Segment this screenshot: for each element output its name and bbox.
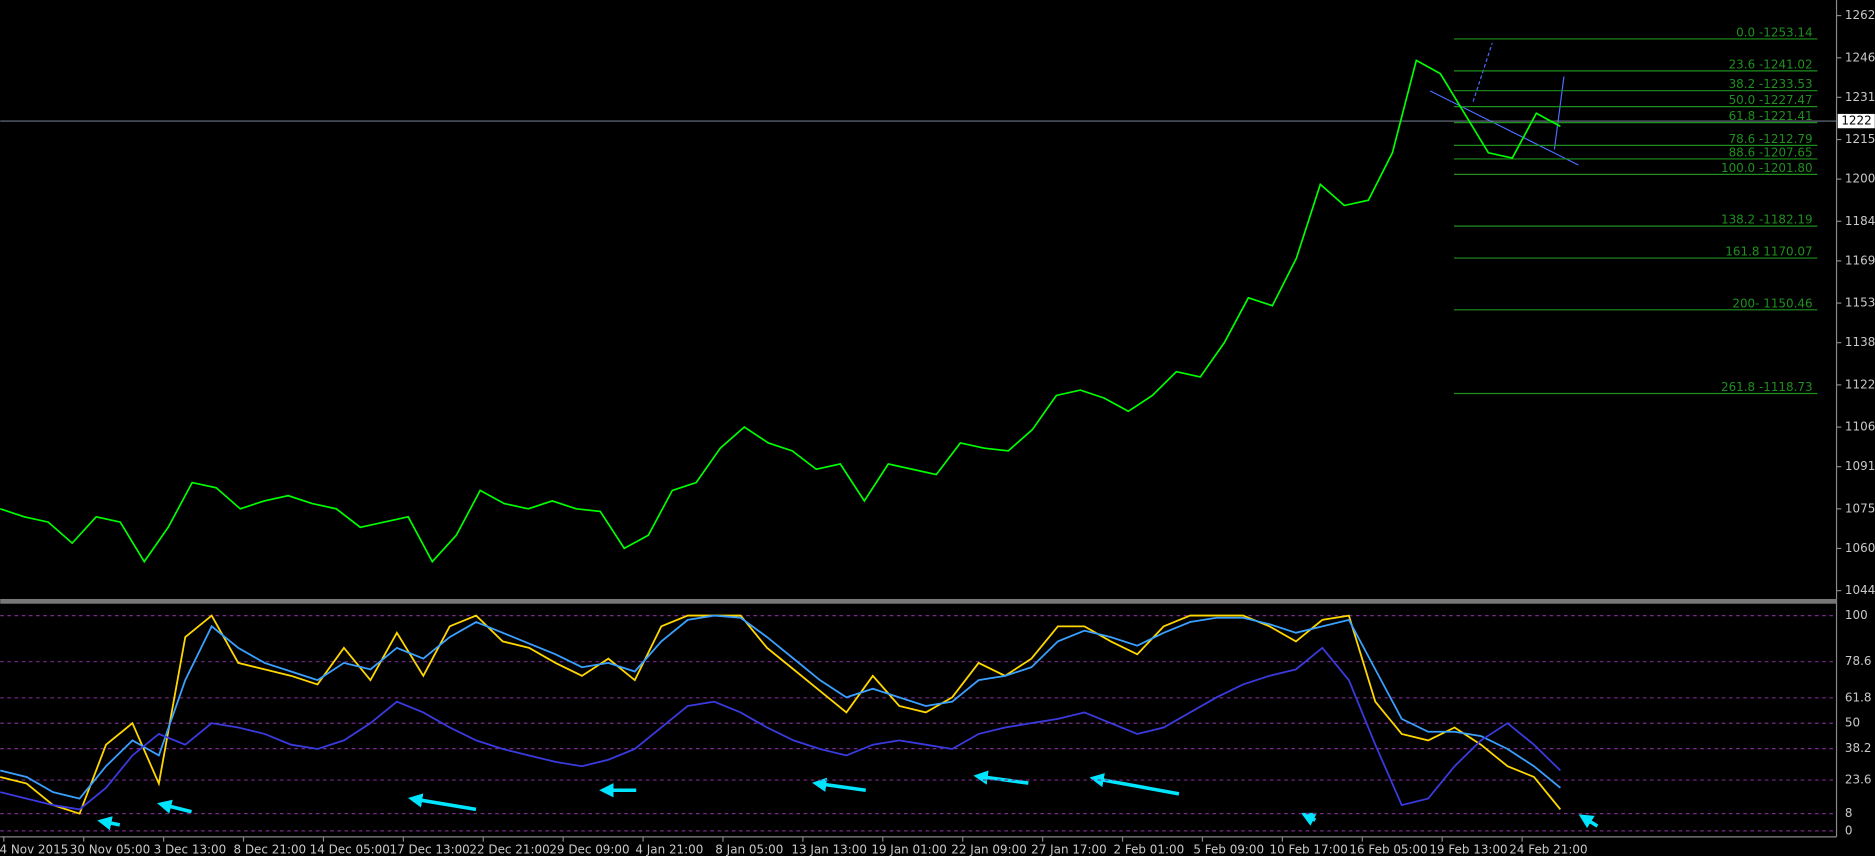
price-line [0,59,1561,564]
indicator-line [0,614,1562,815]
fib-label: 38.2 -1233.53 [1729,77,1813,91]
x-tick-label: 13 Jan 13:00 [791,843,867,856]
y-tick-label: 1246 [1845,50,1875,64]
x-tick-label: 8 Jan 05:00 [715,843,783,856]
y-tick-label: 1060 [1845,541,1875,555]
fib-label: 61.8 -1221.41 [1729,109,1813,123]
trend-line [1429,90,1579,166]
x-tick-label: 5 Feb 09:00 [1193,843,1264,856]
y-tick-label: 61.8 [1845,690,1872,704]
y-tick-label: 0 [1845,823,1853,837]
fib-label: 78.6 -1212.79 [1729,132,1813,146]
y-tick-label: 1200 [1845,172,1875,186]
arrow [1089,773,1180,796]
fib-label: 0.0 -1253.14 [1736,25,1812,39]
x-tick-label: 16 Feb 05:00 [1349,843,1427,856]
fib-label: 200- 1150.46 [1732,296,1812,310]
y-tick-label: 1106 [1845,420,1875,434]
x-tick-label: 24 Nov 2015 [0,843,68,856]
arrow [157,799,192,814]
y-tick-label: 1153 [1845,296,1875,310]
x-tick-label: 3 Dec 13:00 [154,843,227,856]
arrow [812,777,867,793]
arrow [408,793,477,812]
x-tick-label: 29 Dec 09:00 [549,843,629,856]
x-tick-label: 2 Feb 01:00 [1113,843,1184,856]
x-tick-label: 4 Jan 21:00 [635,843,703,856]
indicator-line [0,646,1561,811]
fib-label: 100.0 -1201.80 [1721,161,1813,175]
y-tick-label: 1044 [1845,583,1875,597]
x-tick-label: 22 Jan 09:00 [951,843,1027,856]
x-tick-label: 17 Dec 13:00 [390,843,470,856]
arrow [1578,814,1599,829]
y-tick-label: 1091 [1845,459,1875,473]
current-price-box [1837,113,1875,129]
fib-label: 161.8 1170.07 [1725,245,1812,259]
x-tick-label: 30 Nov 05:00 [70,843,150,856]
x-tick-label: 19 Jan 01:00 [871,843,947,856]
y-tick-label: 78.6 [1845,654,1872,668]
y-tick-label: 1075 [1845,501,1875,515]
trend-line [1553,76,1565,150]
y-tick-label: 23.6 [1845,773,1872,787]
fib-label: 138.2 -1182.19 [1721,213,1813,227]
trend-line [1472,42,1493,102]
y-tick-label: 50 [1845,716,1860,730]
y-tick-label: 1262 [1845,8,1875,22]
x-tick-label: 8 Dec 21:00 [233,843,306,856]
y-tick-label: 100 [1845,608,1868,622]
arrow [97,816,121,831]
y-tick-label: 1138 [1845,335,1875,349]
fib-label: 88.6 -1207.65 [1729,145,1813,159]
y-tick-label: 1184 [1845,214,1875,228]
y-tick-label: 1122 [1845,377,1875,391]
x-tick-label: 22 Dec 21:00 [469,843,549,856]
fib-label: 261.8 -1118.73 [1721,380,1813,394]
fib-label: 50.0 -1227.47 [1729,93,1813,107]
trend-lines [1429,42,1579,166]
current-price-label: 1222 [1841,114,1871,128]
y-tick-label: 1231 [1845,90,1875,104]
arrow [1300,812,1317,826]
x-tick-label: 24 Feb 21:00 [1509,843,1587,856]
y-tick-label: 1169 [1845,253,1875,267]
fib-label: 23.6 -1241.02 [1729,57,1813,71]
x-tick-label: 14 Dec 05:00 [310,843,390,856]
y-tick-label: 8 [1845,806,1853,820]
y-tick-label: 38.2 [1845,741,1872,755]
indicator-line [0,614,1561,800]
x-tick-label: 27 Jan 17:00 [1031,843,1107,856]
x-tick-label: 10 Feb 17:00 [1270,843,1348,856]
y-tick-label: 1215 [1845,132,1875,146]
panel-separator [0,598,1837,604]
x-tick-label: 19 Feb 13:00 [1429,843,1507,856]
